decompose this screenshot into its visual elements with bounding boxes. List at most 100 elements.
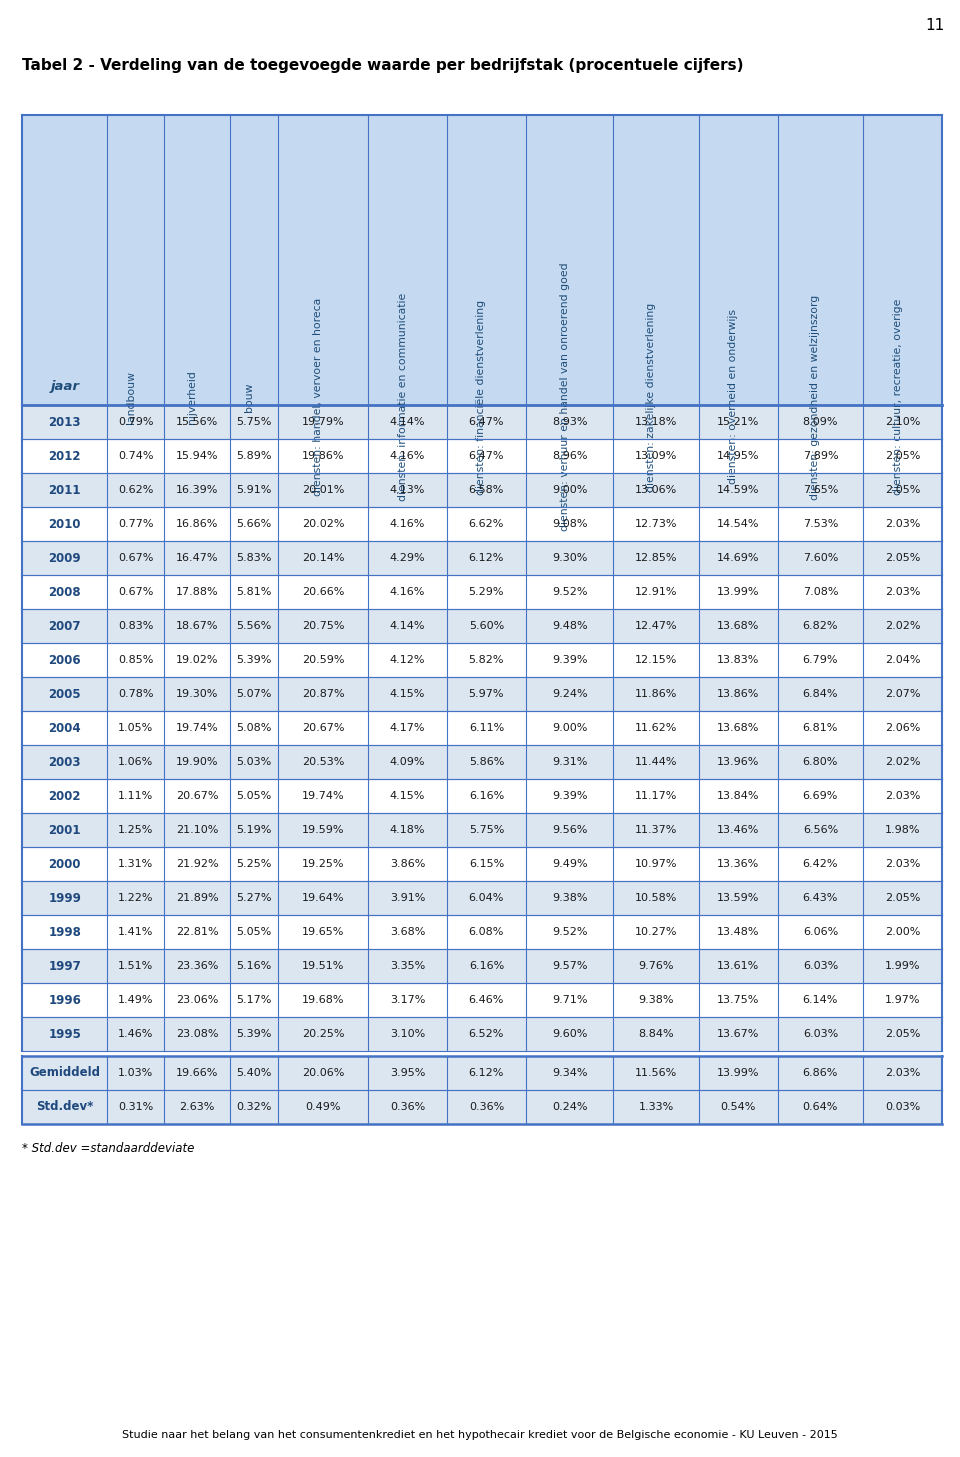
Text: 0.83%: 0.83% [118, 621, 154, 631]
Text: 2006: 2006 [48, 654, 81, 666]
Text: 9.52%: 9.52% [552, 927, 588, 937]
Text: 2.07%: 2.07% [885, 689, 921, 699]
Text: 2007: 2007 [48, 619, 81, 632]
Bar [22, 813, 942, 847]
Text: 2.03%: 2.03% [885, 860, 921, 868]
Text: 5.16%: 5.16% [236, 962, 272, 970]
Bar [22, 779, 942, 813]
Text: 8.96%: 8.96% [552, 452, 588, 460]
Text: * Std.dev =standaarddeviate: * Std.dev =standaarddeviate [22, 1142, 194, 1155]
Text: 6.16%: 6.16% [468, 962, 504, 970]
Bar [22, 1017, 942, 1050]
Text: 5.97%: 5.97% [468, 689, 504, 699]
Text: 6.80%: 6.80% [803, 758, 838, 766]
Text: 1.41%: 1.41% [118, 927, 154, 937]
Text: 6.12%: 6.12% [468, 1068, 504, 1078]
Bar [22, 983, 942, 1017]
Text: 1.51%: 1.51% [118, 962, 154, 970]
Text: 5.08%: 5.08% [236, 723, 272, 733]
Text: 20.87%: 20.87% [301, 689, 345, 699]
Text: 5.17%: 5.17% [236, 995, 272, 1005]
Text: 9.52%: 9.52% [552, 587, 588, 597]
Text: 5.75%: 5.75% [468, 825, 504, 835]
Text: 9.39%: 9.39% [552, 656, 588, 664]
Text: 13.86%: 13.86% [717, 689, 759, 699]
Text: 5.25%: 5.25% [236, 860, 272, 868]
Text: 2.02%: 2.02% [885, 621, 921, 631]
Text: 13.83%: 13.83% [717, 656, 759, 664]
Text: 6.08%: 6.08% [468, 927, 504, 937]
Text: 12.85%: 12.85% [635, 554, 678, 562]
Text: 7.89%: 7.89% [803, 452, 838, 460]
Text: 9.08%: 9.08% [552, 519, 588, 529]
Text: 0.77%: 0.77% [118, 519, 154, 529]
Text: 1.49%: 1.49% [118, 995, 154, 1005]
Text: 2.05%: 2.05% [885, 893, 921, 903]
Text: 9.76%: 9.76% [638, 962, 674, 970]
Text: 1999: 1999 [48, 892, 82, 905]
Text: 23.36%: 23.36% [176, 962, 219, 970]
Text: 2.00%: 2.00% [885, 927, 921, 937]
Text: 0.79%: 0.79% [118, 417, 154, 427]
Text: 3.35%: 3.35% [390, 962, 425, 970]
Text: 0.03%: 0.03% [885, 1101, 921, 1112]
Bar [22, 609, 942, 643]
Text: 20.66%: 20.66% [302, 587, 345, 597]
Text: 5.91%: 5.91% [236, 485, 272, 495]
Text: 2012: 2012 [48, 450, 81, 462]
Text: 9.38%: 9.38% [552, 893, 588, 903]
Text: 13.68%: 13.68% [717, 723, 759, 733]
Text: 0.36%: 0.36% [390, 1101, 425, 1112]
Text: 20.75%: 20.75% [302, 621, 345, 631]
Text: Studie naar het belang van het consumentenkrediet en het hypothecair krediet voo: Studie naar het belang van het consument… [122, 1429, 838, 1440]
Text: 9.31%: 9.31% [552, 758, 588, 766]
Text: 3.17%: 3.17% [390, 995, 425, 1005]
Text: 9.48%: 9.48% [552, 621, 588, 631]
Text: 4.17%: 4.17% [390, 723, 425, 733]
Text: Gemiddeld: Gemiddeld [29, 1067, 100, 1080]
Text: 19.68%: 19.68% [302, 995, 345, 1005]
Text: 0.85%: 0.85% [118, 656, 154, 664]
Text: 2.10%: 2.10% [885, 417, 921, 427]
Text: Tabel 2 - Verdeling van de toegevoegde waarde per bedrijfstak (procentuele cijfe: Tabel 2 - Verdeling van de toegevoegde w… [22, 58, 743, 73]
Text: 8.09%: 8.09% [803, 417, 838, 427]
Text: 0.54%: 0.54% [721, 1101, 756, 1112]
Text: 14.95%: 14.95% [717, 452, 759, 460]
Text: 21.10%: 21.10% [176, 825, 219, 835]
Text: 6.69%: 6.69% [803, 791, 838, 801]
Text: 5.56%: 5.56% [236, 621, 272, 631]
Text: 19.64%: 19.64% [302, 893, 345, 903]
Text: diensten: financiële dienstverlening: diensten: financiële dienstverlening [476, 300, 487, 494]
Text: 2001: 2001 [48, 823, 81, 836]
Text: 6.03%: 6.03% [803, 962, 838, 970]
Text: 1995: 1995 [48, 1027, 82, 1040]
Text: 0.67%: 0.67% [118, 554, 154, 562]
Text: 23.08%: 23.08% [176, 1029, 219, 1039]
Text: 11.86%: 11.86% [635, 689, 678, 699]
Text: 4.18%: 4.18% [390, 825, 425, 835]
Text: 2.02%: 2.02% [885, 758, 921, 766]
Text: 20.53%: 20.53% [302, 758, 345, 766]
Text: 0.49%: 0.49% [305, 1101, 341, 1112]
Text: 9.57%: 9.57% [552, 962, 588, 970]
Text: 3.68%: 3.68% [390, 927, 425, 937]
Text: 14.54%: 14.54% [717, 519, 759, 529]
Text: 15.94%: 15.94% [176, 452, 219, 460]
Text: 5.39%: 5.39% [236, 1029, 272, 1039]
Text: Std.dev*: Std.dev* [36, 1100, 93, 1113]
Text: 16.86%: 16.86% [176, 519, 219, 529]
Text: 20.06%: 20.06% [302, 1068, 345, 1078]
Text: 3.91%: 3.91% [390, 893, 425, 903]
Text: 20.67%: 20.67% [302, 723, 345, 733]
Text: 4.13%: 4.13% [390, 485, 425, 495]
Text: 12.15%: 12.15% [635, 656, 678, 664]
Text: 1998: 1998 [48, 925, 82, 938]
Text: 2.63%: 2.63% [180, 1101, 215, 1112]
Text: 6.11%: 6.11% [468, 723, 504, 733]
Bar [22, 115, 942, 405]
Text: 6.14%: 6.14% [803, 995, 838, 1005]
Text: 0.24%: 0.24% [552, 1101, 588, 1112]
Text: 0.62%: 0.62% [118, 485, 154, 495]
Text: 13.18%: 13.18% [635, 417, 678, 427]
Text: 16.39%: 16.39% [176, 485, 219, 495]
